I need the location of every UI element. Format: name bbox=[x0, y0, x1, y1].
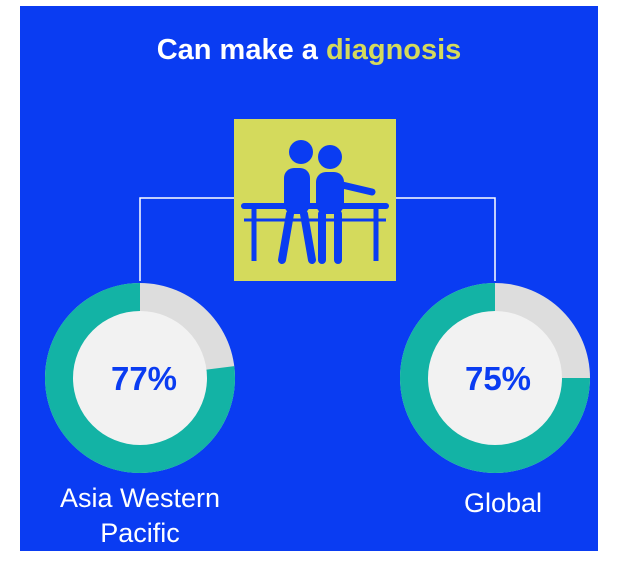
donut-1-value-label: 75% bbox=[465, 360, 531, 397]
connector-right bbox=[396, 197, 496, 281]
chart-graphic: 77% 75% bbox=[45, 119, 590, 473]
series-label-line: Global bbox=[463, 488, 543, 518]
chart-title: Can make a diagnosis bbox=[20, 34, 598, 67]
donut-1-center bbox=[428, 311, 562, 445]
series-label-line: Pacific bbox=[100, 518, 180, 548]
series-label-line: Asia Western bbox=[59, 483, 221, 513]
title-prefix: Can make a bbox=[156, 34, 318, 66]
donut-0-center bbox=[73, 311, 207, 445]
donut-asia-western-pacific: 77% bbox=[45, 283, 235, 473]
connector-left bbox=[139, 197, 234, 281]
people-walking-parallel-bars-icon bbox=[241, 140, 389, 264]
title-highlight: diagnosis bbox=[325, 34, 462, 66]
series-label-global: Global bbox=[403, 486, 603, 521]
series-label-asia-western-pacific: Asia Western Pacific bbox=[20, 481, 260, 551]
donut-0-value-label: 77% bbox=[111, 360, 177, 397]
infographic-panel: Can make a diagnosis bbox=[20, 6, 598, 551]
donut-global: 75% bbox=[400, 283, 590, 473]
